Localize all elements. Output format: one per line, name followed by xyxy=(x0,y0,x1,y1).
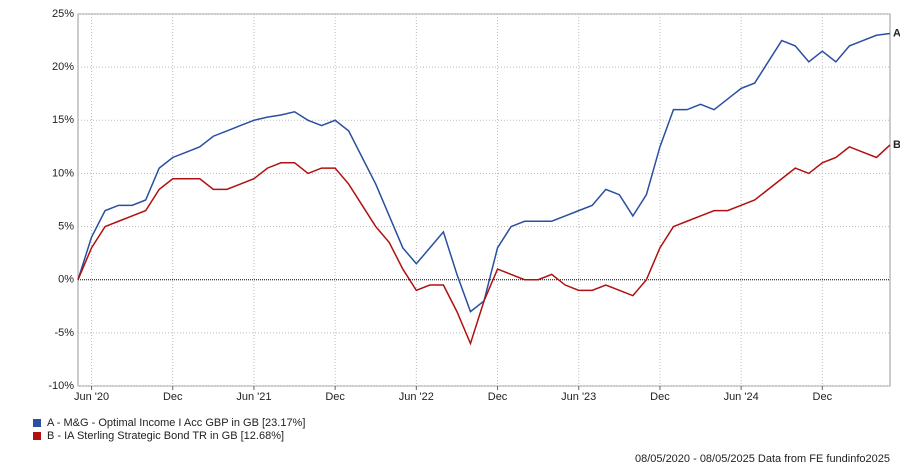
x-tick-label: Jun '24 xyxy=(724,391,759,403)
x-tick-label: Jun '22 xyxy=(399,391,434,403)
x-tick-label: Dec xyxy=(163,391,183,403)
footer: 08/05/2020 - 08/05/2025 Data from FE fun… xyxy=(635,453,890,465)
y-tick-label: 25% xyxy=(52,8,74,20)
series-line xyxy=(77,32,891,313)
legend-swatch xyxy=(33,432,41,440)
y-tick-label: 15% xyxy=(52,114,74,126)
legend-label: B - IA Sterling Strategic Bond TR in GB … xyxy=(47,430,284,442)
end-label: B xyxy=(893,139,900,151)
end-label: A xyxy=(893,27,900,39)
x-tick-label: Dec xyxy=(650,391,670,403)
y-tick-label: -10% xyxy=(48,380,74,392)
y-tick-label: -5% xyxy=(54,327,74,339)
plot-frame xyxy=(77,13,891,387)
legend-swatch xyxy=(33,419,41,427)
y-tick-label: 0% xyxy=(58,274,74,286)
y-tick-label: 10% xyxy=(52,167,74,179)
series-line xyxy=(77,144,891,346)
y-tick-label: 20% xyxy=(52,61,74,73)
x-tick-label: Dec xyxy=(325,391,345,403)
x-tick-label: Jun '20 xyxy=(74,391,109,403)
y-tick-label: 5% xyxy=(58,220,74,232)
x-tick-label: Jun '21 xyxy=(236,391,271,403)
x-tick-label: Dec xyxy=(813,391,833,403)
legend-label: A - M&G - Optimal Income I Acc GBP in GB… xyxy=(47,417,305,429)
x-tick-label: Jun '23 xyxy=(561,391,596,403)
x-tick-label: Dec xyxy=(488,391,508,403)
